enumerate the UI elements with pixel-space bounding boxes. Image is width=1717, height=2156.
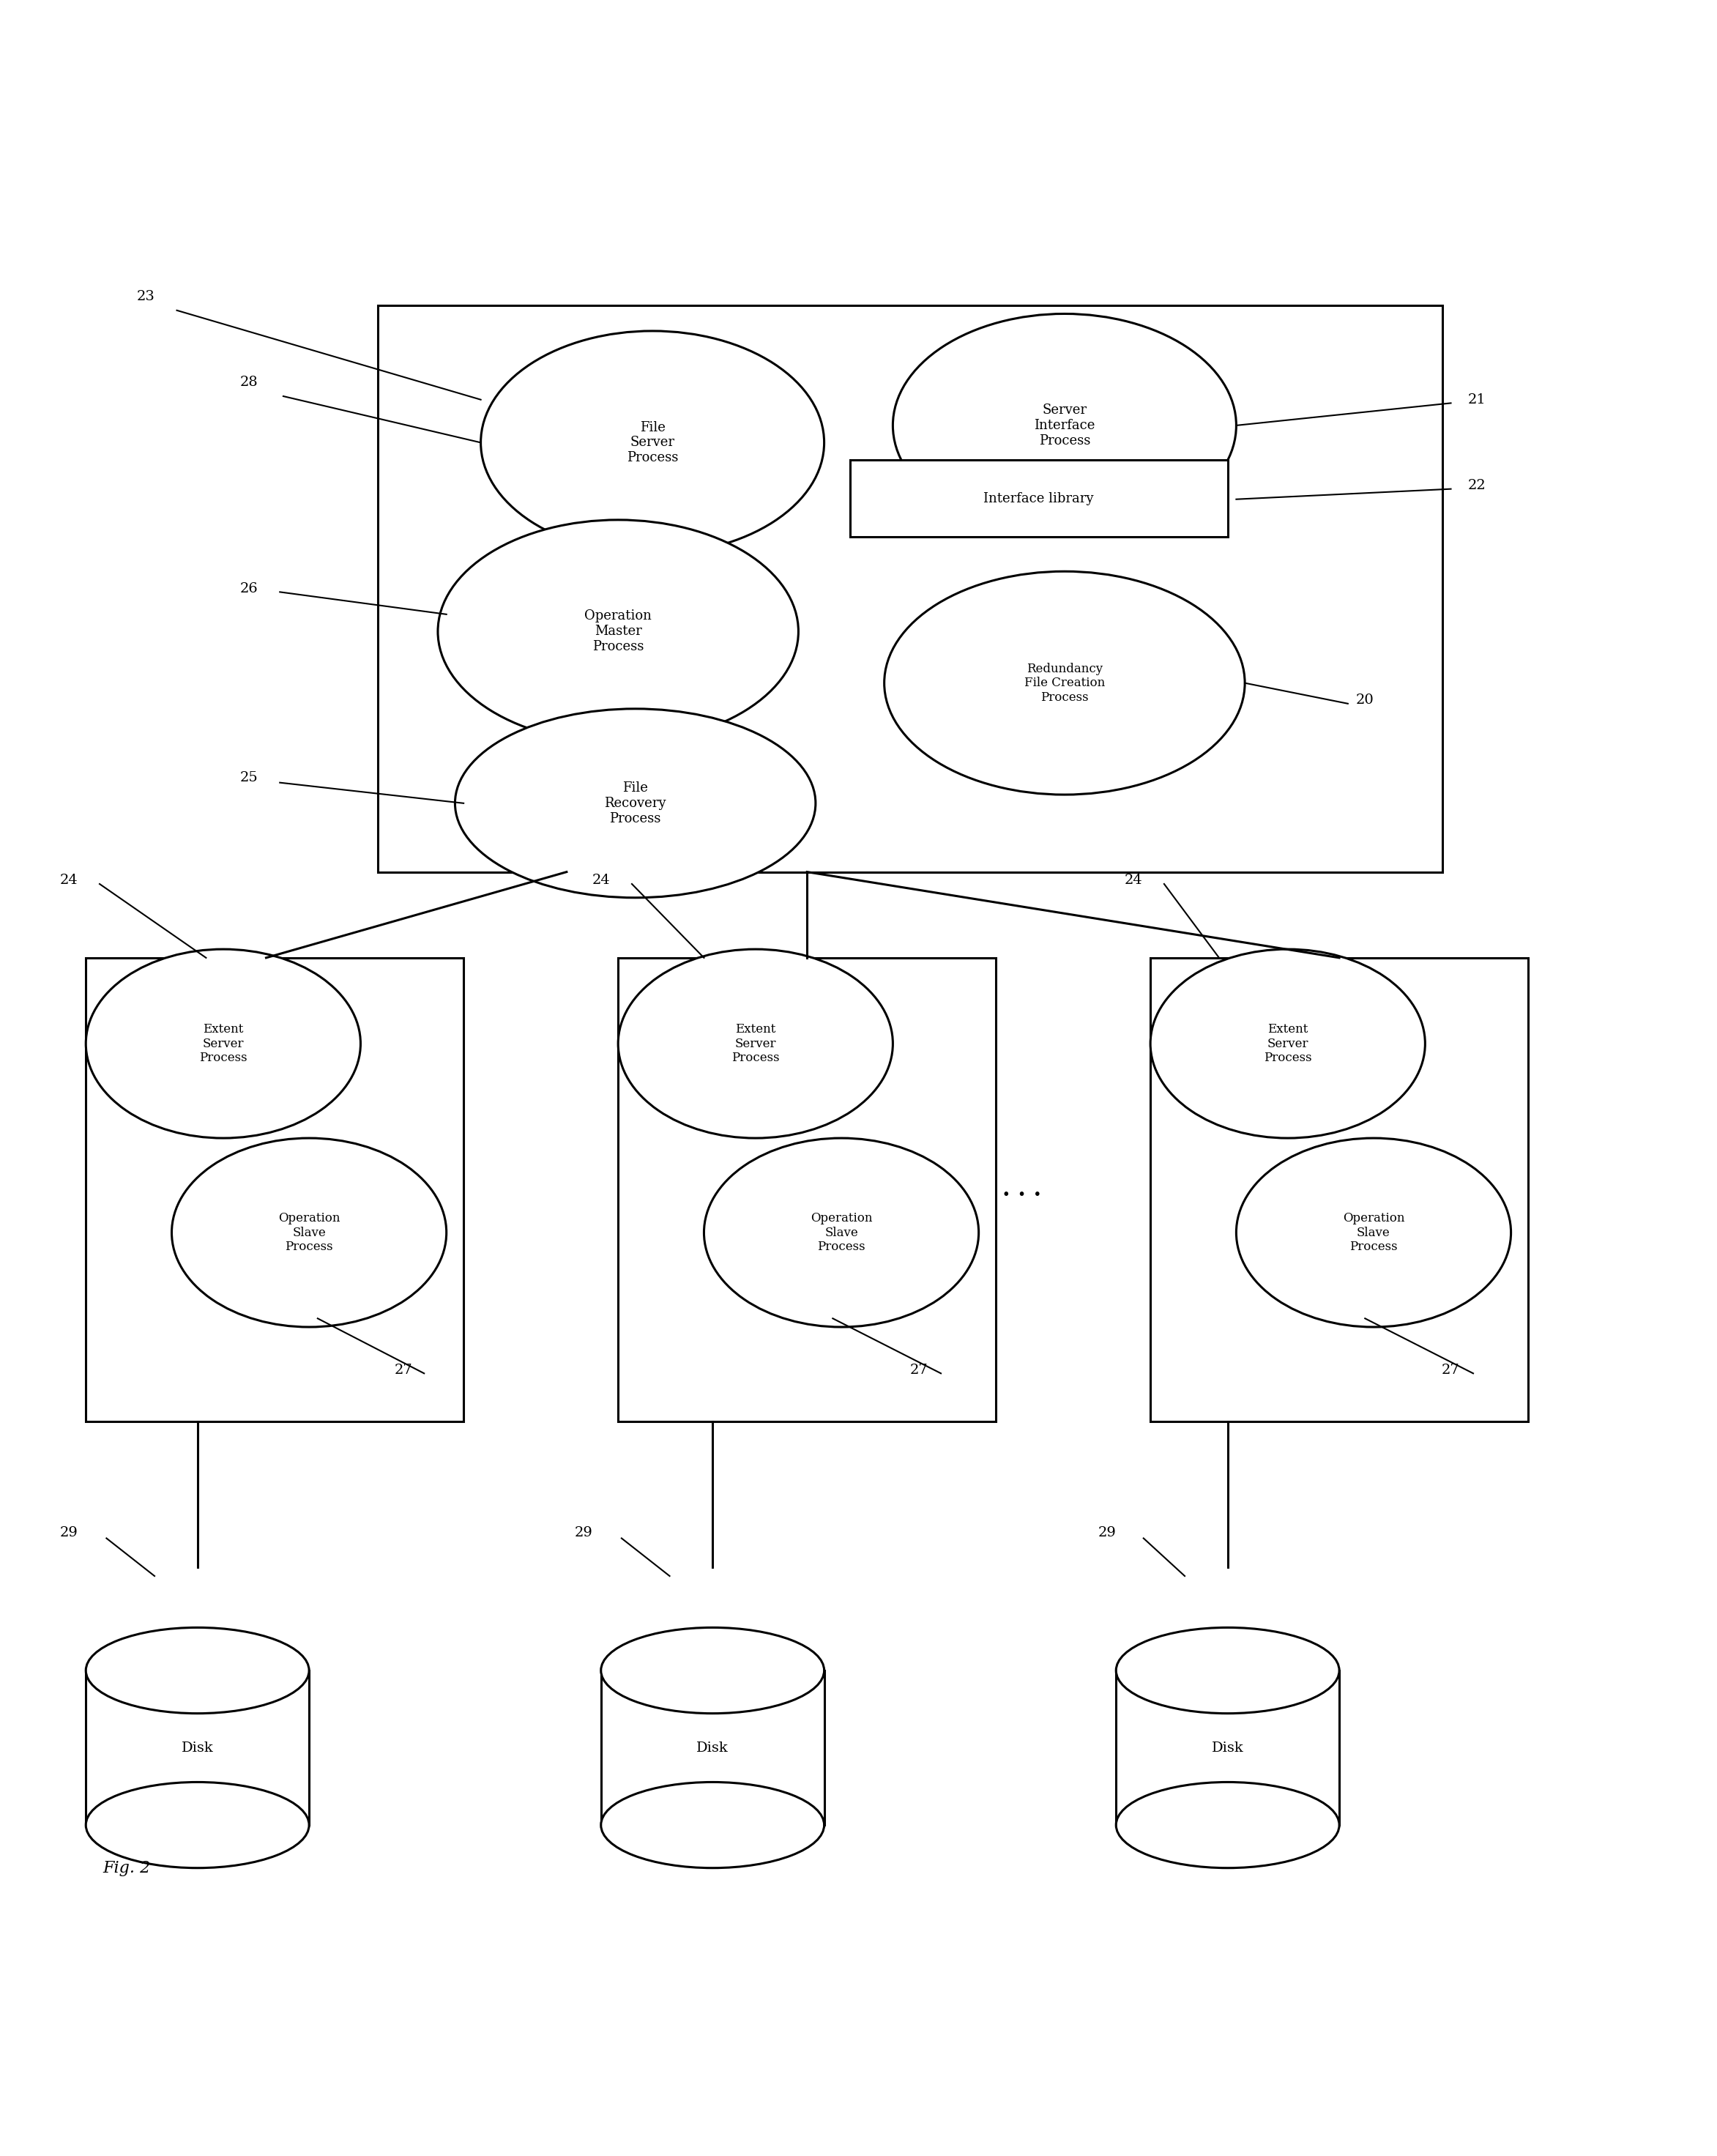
Text: Operation
Slave
Process: Operation Slave Process	[1343, 1212, 1405, 1253]
Ellipse shape	[172, 1138, 446, 1326]
Text: File
Server
Process: File Server Process	[627, 420, 678, 464]
Text: Redundancy
File Creation
Process: Redundancy File Creation Process	[1023, 662, 1106, 703]
FancyBboxPatch shape	[86, 1671, 309, 1824]
Text: Extent
Server
Process: Extent Server Process	[199, 1024, 247, 1065]
Text: 23: 23	[137, 291, 155, 304]
Text: 26: 26	[240, 582, 258, 595]
Ellipse shape	[86, 1783, 309, 1867]
Ellipse shape	[601, 1628, 824, 1714]
Ellipse shape	[438, 520, 798, 744]
Ellipse shape	[601, 1783, 824, 1867]
Ellipse shape	[893, 315, 1236, 537]
Text: Extent
Server
Process: Extent Server Process	[731, 1024, 780, 1065]
Ellipse shape	[86, 949, 361, 1138]
Text: Interface library: Interface library	[984, 492, 1094, 505]
Text: 24: 24	[592, 873, 610, 886]
Text: Disk: Disk	[697, 1742, 728, 1755]
Text: 27: 27	[910, 1363, 927, 1376]
Text: 29: 29	[575, 1526, 592, 1539]
Text: 29: 29	[1099, 1526, 1116, 1539]
FancyBboxPatch shape	[1150, 957, 1528, 1421]
FancyBboxPatch shape	[618, 957, 996, 1421]
Text: 29: 29	[60, 1526, 77, 1539]
Text: Fig. 2: Fig. 2	[103, 1861, 151, 1876]
FancyBboxPatch shape	[1116, 1671, 1339, 1824]
Text: 27: 27	[1442, 1363, 1459, 1376]
Ellipse shape	[1150, 949, 1425, 1138]
Text: Operation
Slave
Process: Operation Slave Process	[810, 1212, 872, 1253]
Text: 25: 25	[240, 772, 258, 785]
Text: 28: 28	[240, 375, 258, 388]
Text: . . .: . . .	[1003, 1179, 1041, 1201]
FancyBboxPatch shape	[850, 459, 1228, 537]
Text: 27: 27	[395, 1363, 412, 1376]
Ellipse shape	[1116, 1783, 1339, 1867]
Ellipse shape	[86, 1628, 309, 1714]
Ellipse shape	[481, 332, 824, 554]
Ellipse shape	[1236, 1138, 1511, 1326]
Text: Disk: Disk	[182, 1742, 213, 1755]
Text: Server
Interface
Process: Server Interface Process	[1034, 403, 1095, 446]
Text: Operation
Slave
Process: Operation Slave Process	[278, 1212, 340, 1253]
Text: Disk: Disk	[1212, 1742, 1243, 1755]
Text: Operation
Master
Process: Operation Master Process	[584, 610, 652, 653]
Ellipse shape	[704, 1138, 979, 1326]
Text: 21: 21	[1468, 392, 1485, 405]
Ellipse shape	[1116, 1628, 1339, 1714]
Text: File
Recovery
Process: File Recovery Process	[604, 780, 666, 826]
Text: 20: 20	[1356, 694, 1374, 707]
Text: 24: 24	[60, 873, 77, 886]
FancyBboxPatch shape	[86, 957, 464, 1421]
FancyBboxPatch shape	[378, 306, 1442, 871]
Text: Extent
Server
Process: Extent Server Process	[1264, 1024, 1312, 1065]
Text: 22: 22	[1468, 479, 1485, 492]
FancyBboxPatch shape	[601, 1671, 824, 1824]
Ellipse shape	[884, 571, 1245, 796]
Ellipse shape	[455, 709, 816, 897]
Text: 24: 24	[1125, 873, 1142, 886]
Ellipse shape	[618, 949, 893, 1138]
